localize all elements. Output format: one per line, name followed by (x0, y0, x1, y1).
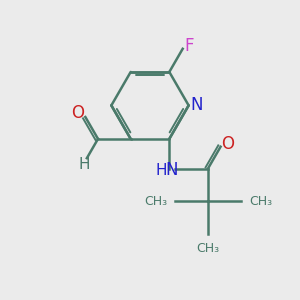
Text: CH₃: CH₃ (144, 195, 167, 208)
Text: N: N (191, 96, 203, 114)
Text: H: H (155, 163, 167, 178)
Text: H: H (78, 157, 90, 172)
Text: CH₃: CH₃ (196, 242, 220, 255)
Text: O: O (71, 103, 84, 122)
Text: F: F (184, 38, 194, 56)
Text: N: N (165, 161, 178, 179)
Text: CH₃: CH₃ (249, 195, 272, 208)
Text: O: O (220, 135, 234, 153)
